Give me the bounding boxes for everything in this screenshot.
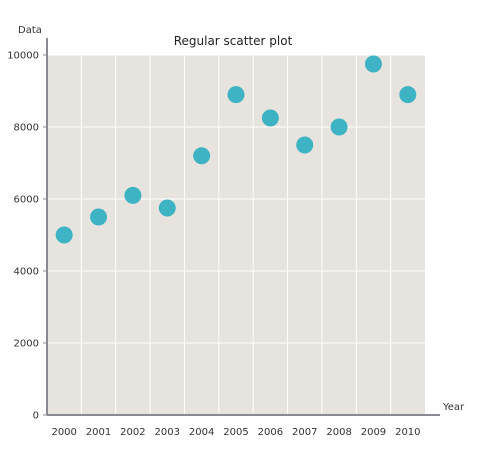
x-tick-label: 2007 [292,427,317,438]
plot-area [47,55,425,415]
x-tick-label: 2004 [189,427,214,438]
data-point [364,55,382,73]
y-tick-label: 0 [33,411,39,422]
tick-labels: 0 2000 4000 6000 8000 10000 2000 2001 2002 2003 20… [7,51,420,439]
data-point [261,109,279,127]
data-point [158,199,176,217]
x-tick-label: 2010 [395,427,420,438]
x-tick-label: 2005 [223,427,248,438]
data-point [227,86,245,104]
x-tick-label: 2000 [51,427,76,438]
grid-lines [47,54,425,415]
data-point [399,86,417,104]
y-tick-label: 2000 [14,339,39,350]
x-axis-title: Year [442,402,465,413]
data-point [193,147,211,165]
y-axis-title: Data [18,25,42,36]
y-tick-label: 8000 [14,123,39,134]
x-tick-label: 2009 [361,427,386,438]
x-tick-label: 2001 [86,427,111,438]
y-tick-label: 6000 [14,195,39,206]
data-point [330,118,348,136]
axes [46,38,440,416]
chart-title: Regular scatter plot [174,34,293,48]
data-point [90,208,108,226]
x-tick-label: 2002 [120,427,145,438]
x-tick-label: 2003 [155,427,180,438]
x-tick-label: 2008 [326,427,351,438]
y-tick-label: 4000 [14,267,39,278]
x-tick-label: 2006 [258,427,283,438]
data-point [296,136,314,154]
data-points [55,55,417,244]
y-tick-label: 10000 [7,51,39,62]
data-point [124,186,142,204]
data-point [55,226,73,244]
